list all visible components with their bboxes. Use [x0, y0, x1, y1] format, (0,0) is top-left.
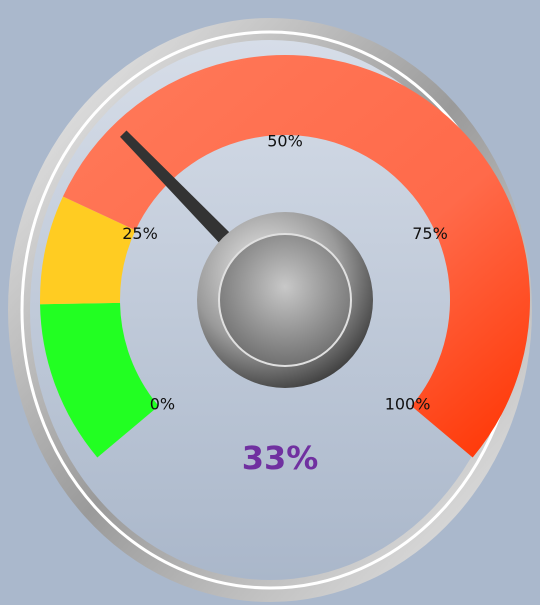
tick-label: 50% — [267, 132, 303, 151]
hub-cap — [219, 234, 351, 366]
value-label: 33% — [242, 439, 319, 477]
page: 0%25%50%75%100% 33% (() => { const data … — [0, 0, 540, 605]
tick-label: 25% — [122, 224, 158, 243]
tick-label: 100% — [385, 394, 431, 413]
chart: 0% 25% 50% 75% 100% 33% — [0, 0, 540, 605]
tick-label: 0% — [150, 394, 175, 413]
tick-label: 75% — [412, 224, 448, 243]
